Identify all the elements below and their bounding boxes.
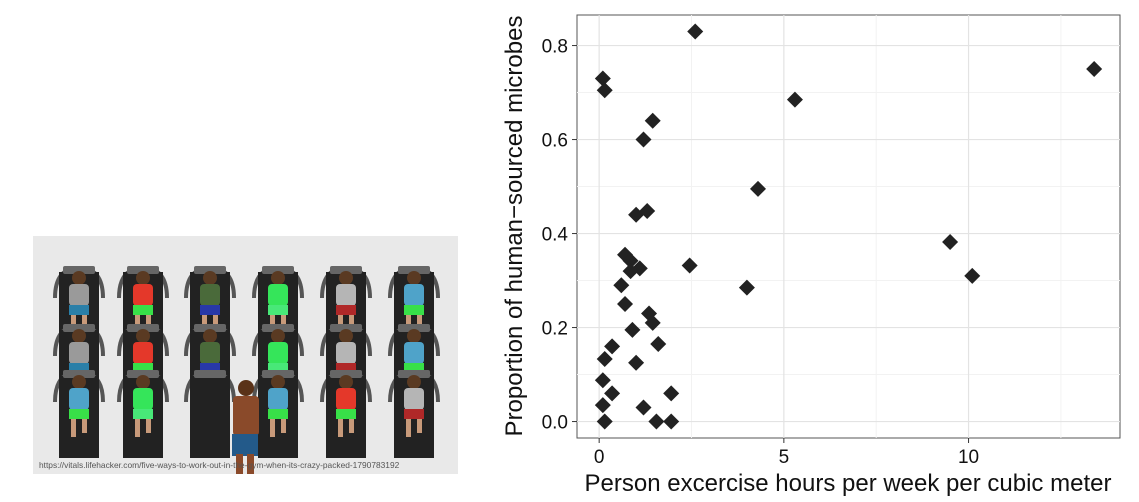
scatter-point bbox=[594, 372, 611, 389]
treadmill-with-runner bbox=[184, 369, 236, 458]
scatter-point bbox=[750, 180, 766, 197]
scatter-point bbox=[635, 399, 652, 416]
scatter-chart: 0 5 10 0.0 0.2 0.4 0.6 0.8 Person excercise ho… bbox=[501, 14, 1121, 497]
y-axis-title: Proportion of human−sourced microbes bbox=[501, 16, 528, 437]
scatter-point bbox=[596, 351, 613, 368]
scatter-point bbox=[650, 336, 667, 352]
scatter-point bbox=[594, 70, 611, 87]
data-points bbox=[594, 23, 1103, 430]
y-axis-ticks: 0.0 0.2 0.4 0.6 0.8 bbox=[542, 37, 577, 434]
scatter-point bbox=[594, 397, 611, 414]
scatter-point bbox=[681, 257, 698, 274]
scatter-point bbox=[786, 91, 803, 108]
treadmill-with-runner bbox=[320, 369, 372, 458]
treadmill-with-runner bbox=[388, 369, 440, 458]
illustration-caption: https://vitals.lifehacker.com/five-ways-… bbox=[39, 460, 400, 470]
scatter-point bbox=[622, 252, 639, 269]
scatter-point bbox=[613, 277, 630, 294]
scatter-point bbox=[604, 385, 621, 402]
scatter-point bbox=[1086, 61, 1103, 78]
y-tick-label: 0.2 bbox=[542, 319, 568, 340]
scatter-point bbox=[628, 206, 645, 223]
scatter-point bbox=[738, 279, 755, 296]
scatter-point bbox=[644, 314, 661, 331]
x-tick-label: 5 bbox=[779, 447, 790, 468]
standing-person bbox=[232, 380, 259, 474]
x-axis-title: Person excercise hours per week per cubi… bbox=[585, 470, 1112, 497]
scatter-point bbox=[624, 321, 641, 338]
scatter-point bbox=[942, 234, 959, 251]
scatter-point bbox=[964, 267, 981, 284]
y-tick-label: 0.6 bbox=[542, 131, 568, 152]
x-tick-label: 0 bbox=[594, 447, 605, 468]
x-axis-ticks: 0 5 10 bbox=[594, 438, 979, 468]
treadmill-with-runner bbox=[117, 369, 169, 458]
scatter-point bbox=[617, 296, 634, 313]
treadmill-with-runner bbox=[53, 369, 105, 458]
scatter-point bbox=[663, 413, 680, 430]
scatter-point bbox=[687, 23, 704, 40]
scatter-point bbox=[635, 131, 652, 148]
scatter-point bbox=[631, 260, 648, 277]
scatter-point bbox=[663, 385, 680, 402]
y-tick-label: 0.8 bbox=[542, 37, 568, 58]
scatter-point bbox=[604, 338, 621, 355]
y-tick-label: 0.4 bbox=[542, 225, 569, 246]
scatter-point bbox=[628, 354, 645, 371]
scatter-point bbox=[639, 202, 656, 219]
treadmill-rows bbox=[53, 265, 440, 458]
plot-panel bbox=[576, 14, 1121, 439]
scatter-point bbox=[641, 305, 658, 322]
scatter-point bbox=[596, 82, 613, 99]
gym-illustration: https://vitals.lifehacker.com/five-ways-… bbox=[33, 236, 458, 474]
scatter-point bbox=[596, 413, 613, 430]
scatter-point bbox=[644, 112, 661, 129]
scatter-point bbox=[622, 263, 639, 280]
x-tick-label: 10 bbox=[958, 447, 979, 468]
treadmill-with-runner bbox=[252, 369, 304, 458]
scatter-point bbox=[648, 413, 665, 430]
y-tick-label: 0.0 bbox=[542, 413, 568, 434]
